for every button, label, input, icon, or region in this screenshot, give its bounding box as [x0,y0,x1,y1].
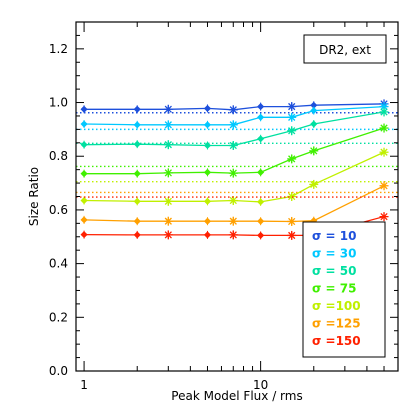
data-point [133,121,141,129]
data-point [164,231,172,239]
y-tick-label: 1.0 [49,96,68,110]
data-point [203,168,212,176]
legend-entry: σ =100 [312,299,361,313]
data-point [80,105,88,113]
annotation-text: DR2, ext [319,43,371,57]
data-point [80,170,88,178]
data-point [288,155,296,163]
data-point [229,196,237,205]
data-point [203,197,212,205]
y-axis-title: Size Ratio [27,167,41,226]
data-point [229,231,237,239]
data-point [229,121,237,129]
data-point [229,169,237,177]
data-point [229,106,237,114]
y-tick-label: 0.8 [49,149,68,163]
y-tick-label: 0.0 [49,364,68,378]
legend-entry: σ =150 [312,334,361,348]
data-point [310,180,318,189]
data-point [203,141,212,150]
data-point [203,231,212,239]
data-point [203,121,212,129]
data-point [80,231,88,239]
legend-entry: σ = 50 [312,264,356,278]
data-point [133,140,141,148]
data-point [80,196,88,205]
data-point [257,113,265,121]
data-point [164,121,172,129]
data-point [164,169,172,177]
data-point [310,120,318,128]
data-point [164,105,172,113]
data-point [380,102,388,111]
data-point [288,102,296,111]
data-point [133,170,141,178]
legend-box [302,221,386,358]
series-4 [76,123,398,178]
data-point [288,192,296,201]
data-point [203,217,212,225]
series-line [84,185,385,223]
series-2 [76,102,398,131]
data-point [380,148,388,156]
plot-layer [76,99,398,240]
x-tick-label: 1 [80,378,88,392]
data-point [257,198,265,206]
data-point [257,102,265,111]
data-point [133,197,141,205]
data-point [229,217,237,225]
data-point [80,141,88,149]
data-point [310,147,318,155]
data-point [257,135,265,143]
data-point [288,113,296,121]
x-axis-title: Peak Model Flux / rms [171,389,302,403]
data-point [380,212,388,221]
data-point [380,124,388,132]
data-point [133,217,141,225]
data-point [164,197,172,205]
legend: σ = 10 σ = 30 σ = 50 σ = 75 σ =100 σ =125 σ =1… [302,221,386,358]
y-tick-label: 0.6 [49,203,68,217]
series-7 [76,196,398,240]
data-point [80,120,88,128]
data-point [257,231,265,239]
data-point [203,104,212,113]
y-tick-label: 0.4 [49,257,68,271]
data-point [288,217,296,226]
x-tick-label: 10 [253,378,268,392]
data-point [380,108,388,116]
y-tick-label: 0.2 [49,310,68,324]
data-point [133,105,141,113]
legend-entry: σ = 10 [312,229,356,243]
data-point [229,141,237,150]
data-point [288,231,296,240]
data-point [164,141,172,149]
data-point [257,168,265,176]
series-5 [76,147,398,206]
data-point [257,217,265,225]
data-point [380,182,388,190]
data-point [164,217,172,225]
series-1 [76,99,398,115]
data-point [310,107,318,115]
annotation-box: DR2, ext [303,34,387,64]
data-point [80,216,88,224]
series-line [84,151,385,203]
data-point [288,127,296,135]
legend-entry: σ = 30 [312,247,356,261]
legend-entry: σ = 75 [312,282,356,296]
legend-entry: σ =125 [312,317,361,331]
series-6 [76,181,398,226]
data-point [133,231,141,239]
ticks-layer: 0.0 0.2 0.4 0.6 0.8 1.0 1.2 1 10 [49,21,398,392]
series-3 [76,107,398,150]
y-tick-label: 1.2 [49,42,68,56]
